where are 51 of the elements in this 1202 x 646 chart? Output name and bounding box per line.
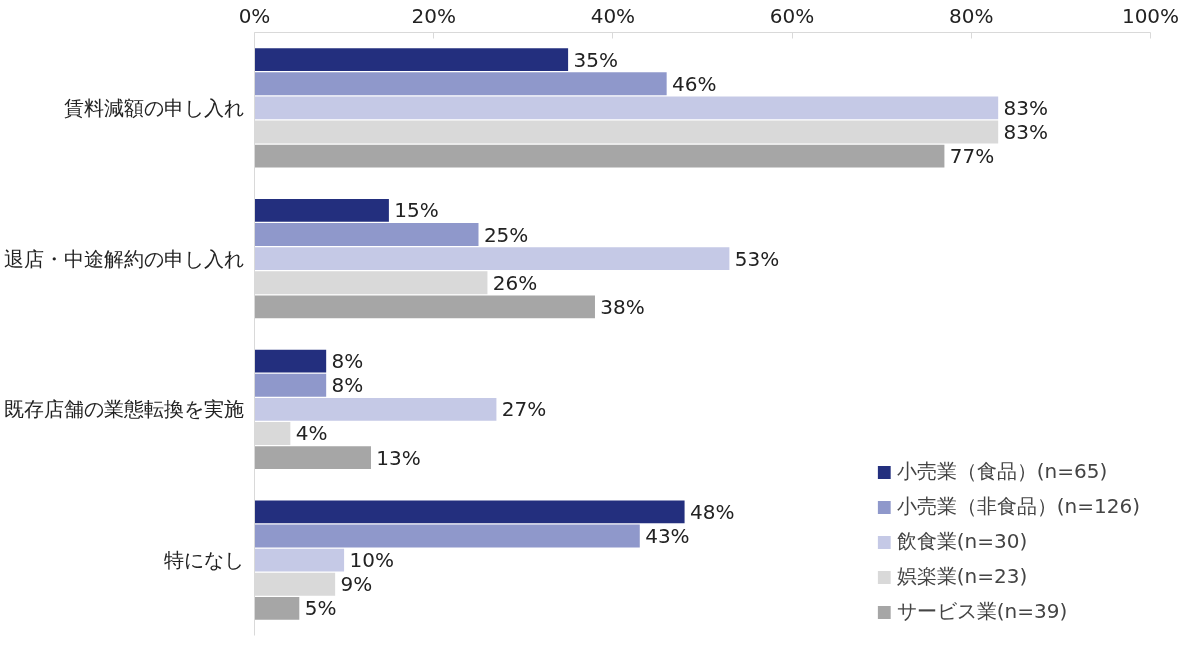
- data-label: 26%: [492, 270, 538, 295]
- legend-label: 娯楽業(n=23): [896, 563, 1028, 590]
- x-tick-label: 40%: [590, 3, 636, 28]
- data-label: 83%: [1003, 95, 1049, 120]
- legend-label: 小売業（非食品）(n=126): [896, 493, 1140, 520]
- data-label: 10%: [349, 548, 394, 573]
- x-tick-label: 20%: [411, 3, 456, 28]
- data-label: 27%: [501, 397, 547, 422]
- data-label: 8%: [331, 349, 364, 374]
- bar: [254, 397, 497, 421]
- bar: [254, 524, 640, 548]
- data-label: 43%: [645, 524, 690, 549]
- y-tick-label: 賃料減額の申し入れ: [63, 95, 244, 120]
- bar: [254, 349, 327, 373]
- y-tick-label: 特になし: [163, 548, 244, 573]
- bar: [254, 446, 371, 470]
- bar: [254, 198, 389, 222]
- legend-label: 小売業（食品）(n=65): [896, 458, 1108, 485]
- data-label: 5%: [304, 596, 337, 621]
- data-label: 53%: [734, 246, 780, 271]
- bar: [254, 373, 327, 397]
- data-label: 48%: [689, 499, 735, 524]
- bar: [254, 596, 300, 620]
- bar: [254, 295, 595, 319]
- data-label: 8%: [331, 373, 364, 398]
- data-label: 77%: [949, 144, 995, 169]
- bar: [254, 223, 479, 246]
- bar: [254, 96, 999, 120]
- bar: [254, 500, 685, 524]
- data-label: 9%: [340, 572, 373, 597]
- bar: [254, 48, 569, 72]
- x-tick-label: 80%: [949, 3, 994, 28]
- data-label: 35%: [573, 47, 618, 72]
- bar: [254, 72, 667, 96]
- x-tick-label: 0%: [238, 3, 271, 28]
- x-tick-label: 60%: [769, 3, 815, 28]
- data-label: 46%: [672, 71, 717, 96]
- data-label: 25%: [483, 222, 529, 247]
- data-label: 15%: [394, 198, 439, 223]
- x-tick-label: 100%: [1121, 3, 1180, 28]
- y-tick-label: 退店・中途解約の申し入れ: [3, 246, 244, 271]
- bar: [254, 548, 345, 572]
- bar: [254, 247, 730, 271]
- y-tick-label: 既存店舗の業態転換を実施: [3, 397, 244, 422]
- bar: [254, 144, 945, 168]
- data-label: 38%: [600, 294, 645, 319]
- data-label: 4%: [295, 421, 328, 446]
- data-label: 13%: [376, 445, 421, 470]
- legend-label: サービス業(n=39): [896, 598, 1068, 625]
- data-label: 83%: [1003, 119, 1049, 144]
- legend-label: 飲食業(n=30): [896, 528, 1028, 555]
